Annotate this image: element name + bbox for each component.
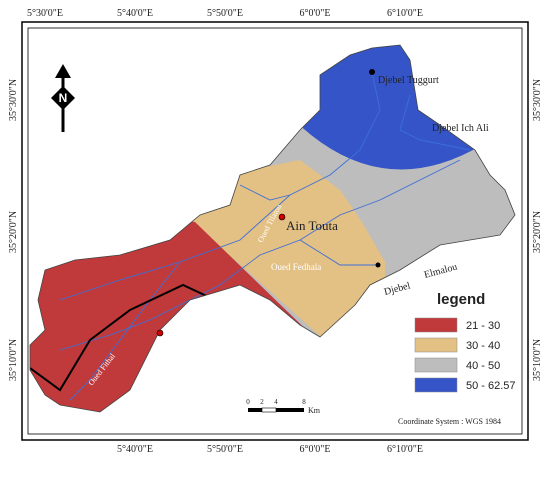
place-dot — [156, 329, 164, 337]
scale-tick: 0 — [246, 398, 250, 406]
arrow-diamond — [51, 86, 75, 110]
place-label: Djebel — [383, 280, 412, 298]
lat-label: 35°10'0"N — [8, 339, 19, 381]
scale-segment — [276, 408, 304, 412]
scale-unit: Km — [308, 406, 321, 415]
lat-label: 35°20'0"N — [8, 211, 19, 253]
place-dot — [369, 69, 375, 75]
scale-tick: 2 — [260, 398, 264, 406]
legend-label: 50 - 62.57 — [466, 380, 516, 392]
place-label: Elmalou — [423, 262, 459, 281]
river — [69, 261, 181, 401]
legend-label: 21 - 30 — [466, 320, 500, 332]
scale-segment — [261, 407, 277, 413]
frame-outer — [21, 21, 529, 441]
lat-label: 35°30'0"N — [532, 79, 543, 121]
river — [259, 159, 461, 256]
legend-title: legend — [437, 291, 485, 308]
river — [399, 94, 471, 151]
lon-label: 5°50'0"E — [207, 444, 243, 455]
north-arrow: N — [51, 64, 75, 132]
lon-label: 5°40'0"E — [117, 8, 153, 19]
basin-outline — [29, 44, 516, 413]
river — [59, 254, 261, 351]
place-label: Elkantara — [164, 332, 211, 346]
lon-label: 6°10'0"E — [387, 8, 423, 19]
legend-label: 40 - 50 — [466, 360, 500, 372]
river — [299, 239, 378, 266]
place-label: Djebel Ich Ali — [432, 123, 489, 134]
legend-swatch — [414, 337, 458, 353]
place-label: Ain Touta — [286, 218, 338, 233]
legend-label: 30 - 40 — [466, 340, 500, 352]
legend-swatch — [414, 377, 458, 393]
lat-label: 35°10'0"N — [532, 339, 543, 381]
arrow-head — [55, 64, 71, 78]
scale-tick: 4 — [274, 398, 278, 406]
coordinate-system: Coordinate System : WGS 1984 — [398, 417, 501, 426]
lon-label: 6°0'0"E — [300, 8, 331, 19]
scale-tick: 8 — [302, 398, 306, 406]
zone-30-40 — [190, 160, 385, 345]
lon-label: 5°50'0"E — [207, 8, 243, 19]
legend: legend 21 - 30 30 - 40 40 - 50 50 - 62.57 — [414, 291, 516, 393]
lon-label: 6°10'0"E — [387, 444, 423, 455]
place-dot — [278, 213, 286, 221]
lon-label: 5°30'0"E — [27, 8, 63, 19]
frame-inner — [27, 27, 523, 435]
place-dot — [375, 262, 381, 268]
place-label: Djebel Tuggurt — [378, 75, 439, 86]
lon-label: 6°0'0"E — [300, 444, 331, 455]
lon-label: 5°40'0"E — [117, 444, 153, 455]
place-label: Oued Fedhala — [271, 262, 321, 272]
legend-swatch — [414, 317, 458, 333]
lat-label: 35°30'0"N — [8, 79, 19, 121]
river — [239, 184, 291, 201]
north-label: N — [59, 91, 68, 105]
lat-label: 35°20'0"N — [532, 211, 543, 253]
scale-segment — [248, 408, 262, 412]
legend-swatch — [414, 357, 458, 373]
scale-bar: 0 2 4 8Km — [246, 398, 321, 415]
